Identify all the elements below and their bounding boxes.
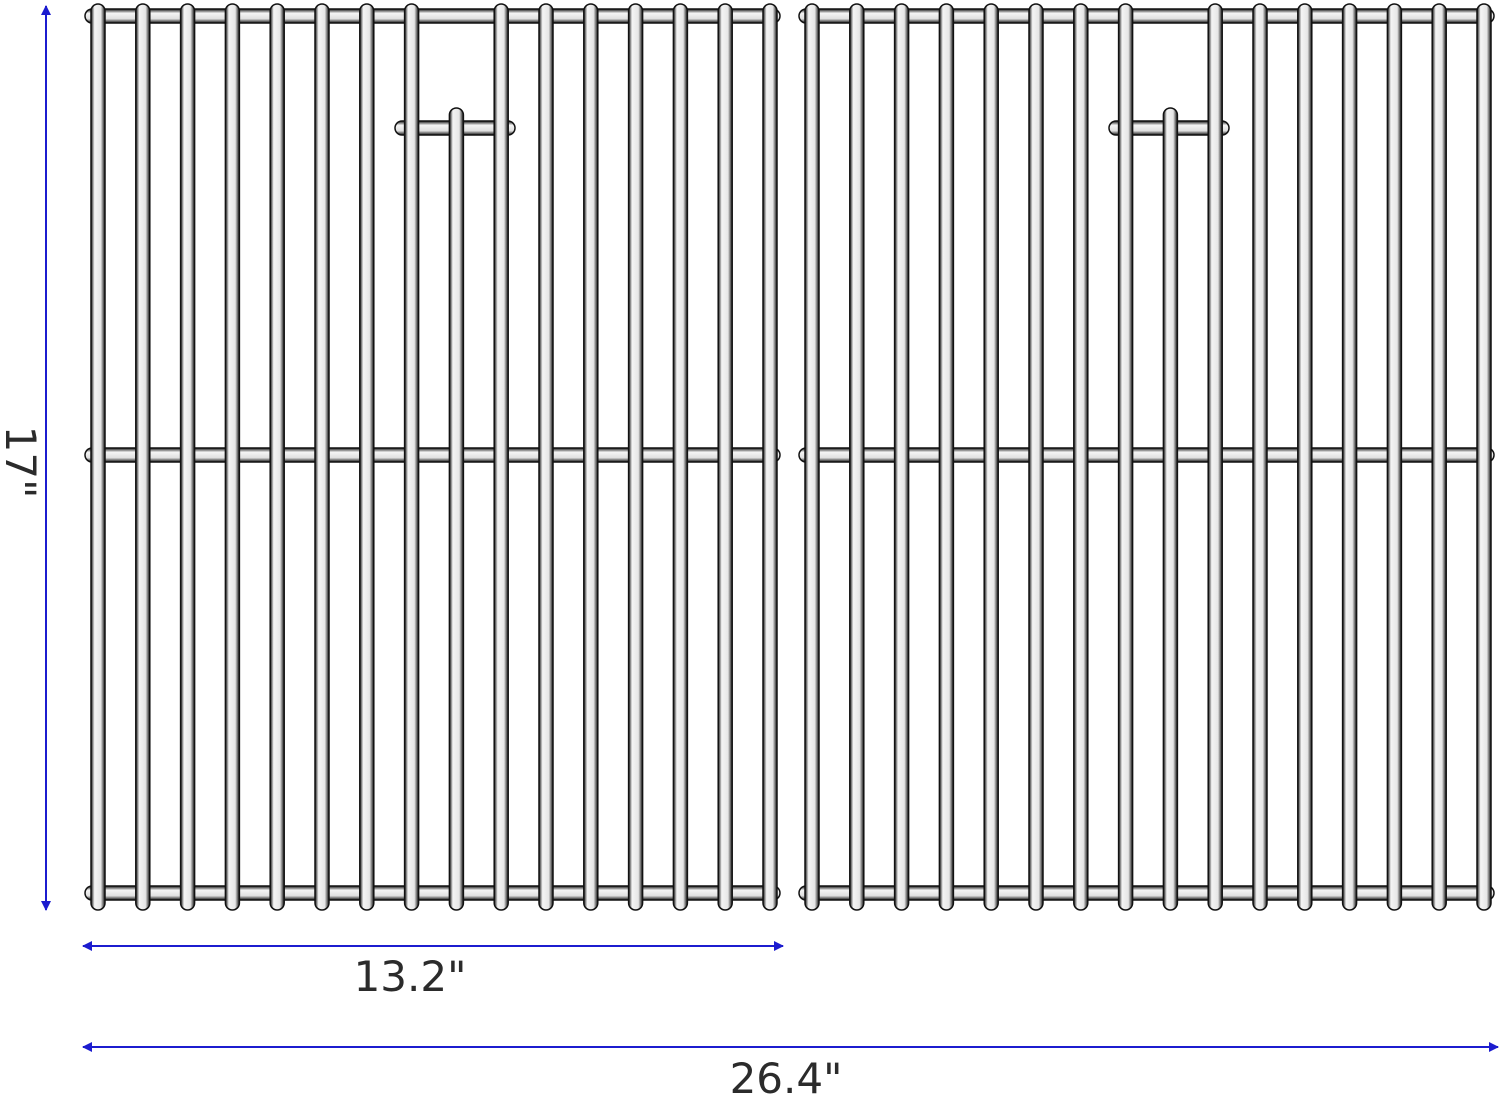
grate-rod <box>938 3 955 911</box>
grate-rod <box>1207 3 1223 911</box>
total-width-label: 26.4" <box>730 1054 843 1099</box>
grate-rod <box>893 3 910 911</box>
grate-cross-rail <box>798 885 1495 901</box>
grate-rod <box>359 3 375 911</box>
grate-rod <box>983 3 999 911</box>
grate-rod <box>1341 3 1358 911</box>
grate-rod <box>1252 3 1268 911</box>
grate-rod <box>1386 3 1403 911</box>
grate-rod <box>448 107 465 911</box>
grate-rod <box>135 3 151 911</box>
grate-rod <box>224 3 241 911</box>
grate-rod <box>583 3 599 911</box>
grate-rod <box>314 3 330 911</box>
grate-rod <box>1297 3 1313 911</box>
grate-rod <box>538 3 554 911</box>
grate-rod <box>804 3 820 911</box>
grate-rod <box>493 3 509 911</box>
grate-cross-rail <box>84 8 781 24</box>
grate-rod <box>1431 3 1447 911</box>
grate-rod <box>403 3 420 911</box>
grate-rod <box>1162 107 1179 911</box>
grate-rod <box>269 3 285 911</box>
grate-cross-rail <box>84 447 781 463</box>
grate-rod <box>1073 3 1089 911</box>
grate-rod <box>179 3 196 911</box>
grate-rod <box>1028 3 1044 911</box>
single-width-label: 13.2" <box>354 952 467 1001</box>
grate-cross-rail <box>84 885 781 901</box>
grate-rod <box>717 3 733 911</box>
height-dimension-label: 17" <box>0 426 45 499</box>
grate-rod <box>1476 3 1492 911</box>
grate-rod <box>762 3 778 911</box>
grate-rod <box>90 3 106 911</box>
grate-cross-rail <box>798 8 1495 24</box>
grate-rod <box>1117 3 1134 911</box>
grate-rod <box>627 3 644 911</box>
grate-cross-rail <box>798 447 1495 463</box>
grate-rod <box>849 3 865 911</box>
grate-rod <box>672 3 689 911</box>
